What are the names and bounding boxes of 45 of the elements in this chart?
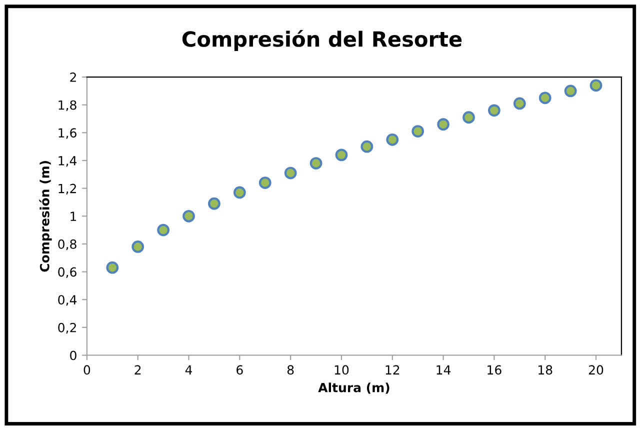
point [513, 97, 526, 110]
x-tick-label: 8 [287, 365, 294, 375]
x-tick-label: 4 [185, 365, 192, 374]
y-tick-label: 2 [70, 72, 76, 82]
y-tick-label: 1,8 [58, 100, 76, 112]
x-axis-title: Altura (m) [318, 382, 390, 394]
y-tick-label: 0,4 [58, 295, 77, 306]
y-tick-label: 1,2 [58, 184, 76, 195]
y-tick-label: 1,6 [58, 128, 76, 139]
point [335, 148, 348, 162]
chart-title: Compresión del Resorte [182, 30, 462, 51]
y-tick-label: 0,6 [58, 267, 76, 278]
y-tick-label: 0 [70, 350, 76, 360]
point [412, 125, 424, 138]
point [132, 240, 144, 253]
point [386, 133, 399, 146]
x-tick-label: 10 [334, 365, 349, 375]
point [233, 186, 246, 199]
point [208, 197, 220, 210]
y-tick-label: 0,2 [58, 322, 76, 334]
point [258, 176, 272, 189]
point [310, 157, 322, 170]
point [284, 166, 297, 180]
point [157, 224, 170, 236]
point [590, 79, 602, 92]
point [106, 261, 119, 274]
y-tick-label: 1,4 [58, 156, 77, 167]
x-tick-label: 0 [84, 365, 90, 375]
point [488, 104, 500, 117]
y-tick-label: 1 [70, 212, 76, 221]
y-tick-label: 0,8 [58, 239, 76, 250]
point [360, 140, 374, 153]
x-tick-label: 12 [386, 365, 400, 374]
point [437, 118, 450, 131]
point [182, 210, 195, 222]
x-tick-label: 14 [436, 365, 451, 374]
point [538, 92, 552, 104]
x-tick-label: 20 [588, 365, 604, 375]
x-tick-label: 16 [488, 365, 502, 375]
x-tick-label: 18 [538, 365, 552, 375]
y-axis-title: Compresión (m) [39, 161, 52, 272]
point [564, 84, 577, 98]
x-tick-label: 2 [134, 365, 141, 374]
point [462, 111, 475, 124]
x-tick-label: 6 [236, 365, 243, 375]
